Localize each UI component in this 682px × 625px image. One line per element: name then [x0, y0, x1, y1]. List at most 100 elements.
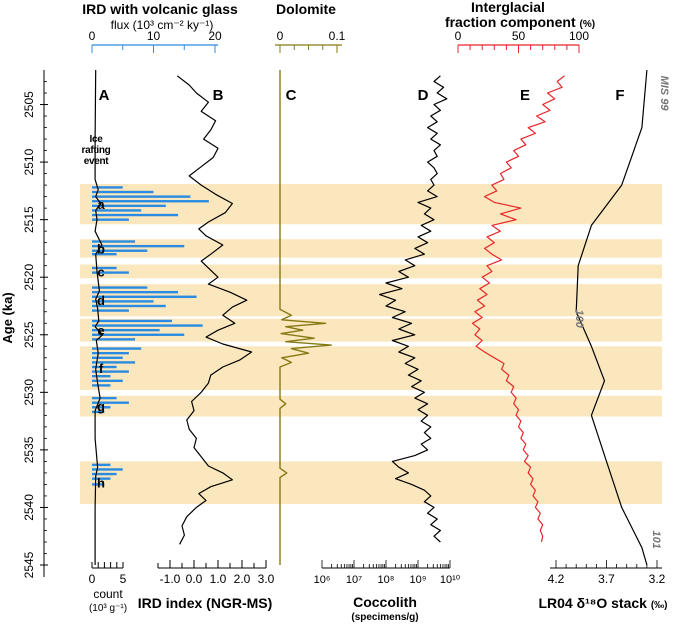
ice-rafting-label-line: Ice — [89, 134, 103, 145]
event-band-h — [80, 461, 662, 504]
event-band-d — [80, 284, 662, 317]
ice-rafting-event-bands — [80, 183, 662, 504]
coccolith-title: Coccolith — [353, 594, 417, 610]
coccolith-tick-label: 10⁹ — [410, 574, 427, 586]
event-label-a: a — [97, 197, 105, 212]
event-band-g — [80, 395, 662, 417]
flux-bar — [92, 379, 123, 383]
flux-bar — [92, 286, 148, 289]
event-band-b — [80, 239, 662, 258]
flux-bar — [92, 300, 154, 303]
mis-stage-label: 101 — [650, 530, 662, 548]
interglacial-title: Interglacial — [471, 0, 545, 15]
age-axis-label: Age (ka) — [0, 292, 15, 343]
event-label-h: h — [97, 476, 105, 491]
panel-letter-B: B — [213, 87, 224, 104]
ird-tick-label: 1.0 — [210, 572, 227, 586]
flux-tick-label: 10 — [147, 29, 161, 43]
count-tick-label: 5 — [120, 572, 127, 586]
flux-bar — [92, 384, 111, 387]
count-label: count — [93, 587, 123, 601]
age-tick-label: 2530 — [22, 379, 36, 406]
flux-bar — [92, 290, 179, 294]
count-sublabel: (10³ g⁻¹) — [89, 603, 127, 614]
coccolith-line — [379, 75, 448, 543]
flux-tick-label: 0 — [89, 29, 96, 43]
flux-bar — [92, 468, 123, 471]
d18o-unit: (‰) — [651, 600, 668, 611]
ird-tick-label: -1.0 — [160, 572, 181, 586]
event-label-g: g — [97, 399, 105, 414]
age-tick-label: 2515 — [22, 206, 36, 233]
coccolith-subtitle: (specimens/g) — [351, 612, 418, 623]
flux-bar — [92, 213, 179, 217]
age-tick-label: 2520 — [22, 264, 36, 291]
flux-bar — [92, 319, 172, 323]
ice-rafting-label-line: event — [84, 156, 110, 167]
flux-bar — [92, 365, 117, 369]
flux-title: IRD with volcanic glass — [82, 1, 238, 17]
d18o-title: LR04 δ¹⁸O stack (‰) — [538, 595, 667, 611]
flux-bar — [92, 295, 197, 298]
flux-bar — [92, 351, 129, 355]
series-layer — [92, 69, 648, 566]
flux-bar — [92, 324, 203, 327]
flux-bar — [92, 186, 123, 189]
mis-stage-label: MIS 99 — [658, 76, 670, 112]
ird-index-line — [176, 75, 253, 545]
interglacial-unit: (%) — [580, 19, 596, 30]
age-tick-label: 2545 — [22, 551, 36, 578]
panel-letter-A: A — [99, 87, 110, 104]
flux-bar — [92, 240, 136, 243]
event-band-c — [80, 264, 662, 279]
ird-tick-label: 3.0 — [258, 572, 275, 586]
interglacial-line — [471, 75, 565, 543]
dolomite-title: Dolomite — [276, 1, 336, 17]
d18o-tick-label: 3.7 — [598, 572, 615, 586]
dolomite-tick-label: 0.1 — [329, 29, 346, 43]
flux-bar — [92, 361, 136, 364]
coccolith-tick-label: 10⁷ — [346, 574, 362, 586]
coccolith-tick-label: 10⁸ — [378, 574, 395, 586]
coccolith-tick-label: 10¹⁰ — [440, 574, 461, 586]
count-tick-label: 0 — [89, 572, 96, 586]
flux-bar — [92, 244, 185, 248]
flux-bar — [92, 483, 105, 486]
ird-title: IRD index (NGR-MS) — [138, 595, 273, 611]
flux-bar — [92, 370, 129, 373]
count-line — [94, 69, 104, 565]
event-label-b: b — [97, 241, 105, 256]
interglacial-tick-label: 100 — [569, 29, 589, 43]
d18o-tick-label: 3.2 — [649, 572, 666, 586]
flux-bar — [92, 401, 129, 404]
age-tick-label: 2540 — [22, 494, 36, 521]
interglacial-tick-label: 0 — [455, 29, 462, 43]
coccolith-tick-label: 10⁶ — [314, 574, 331, 586]
flux-bar — [92, 271, 129, 274]
event-label-d: d — [97, 293, 105, 308]
flux-bar — [92, 252, 117, 256]
flux-bar — [92, 200, 209, 203]
dolomite-tick-label: 0 — [277, 29, 284, 43]
flux-bar — [92, 396, 117, 400]
flux-bar — [92, 406, 111, 409]
flux-bar — [92, 375, 111, 378]
ird-tick-label: 0.0 — [186, 572, 203, 586]
age-tick-label: 2510 — [22, 148, 36, 175]
dolomite-line — [279, 70, 332, 565]
age-tick-label: 2535 — [22, 436, 36, 463]
age-tick-label: 2505 — [22, 91, 36, 118]
ird-tick-label: 2.0 — [234, 572, 251, 586]
flux-bar — [92, 328, 160, 332]
age-tick-label: 2525 — [22, 321, 36, 348]
interglacial-tick-label: 50 — [512, 29, 526, 43]
flux-bar — [92, 463, 111, 467]
event-band-e — [80, 318, 662, 342]
flux-bar — [92, 410, 105, 414]
flux-bar — [92, 249, 148, 252]
event-band-f — [80, 346, 662, 391]
flux-bar — [92, 266, 117, 270]
flux-bar — [92, 304, 166, 308]
flux-bar — [92, 204, 166, 208]
